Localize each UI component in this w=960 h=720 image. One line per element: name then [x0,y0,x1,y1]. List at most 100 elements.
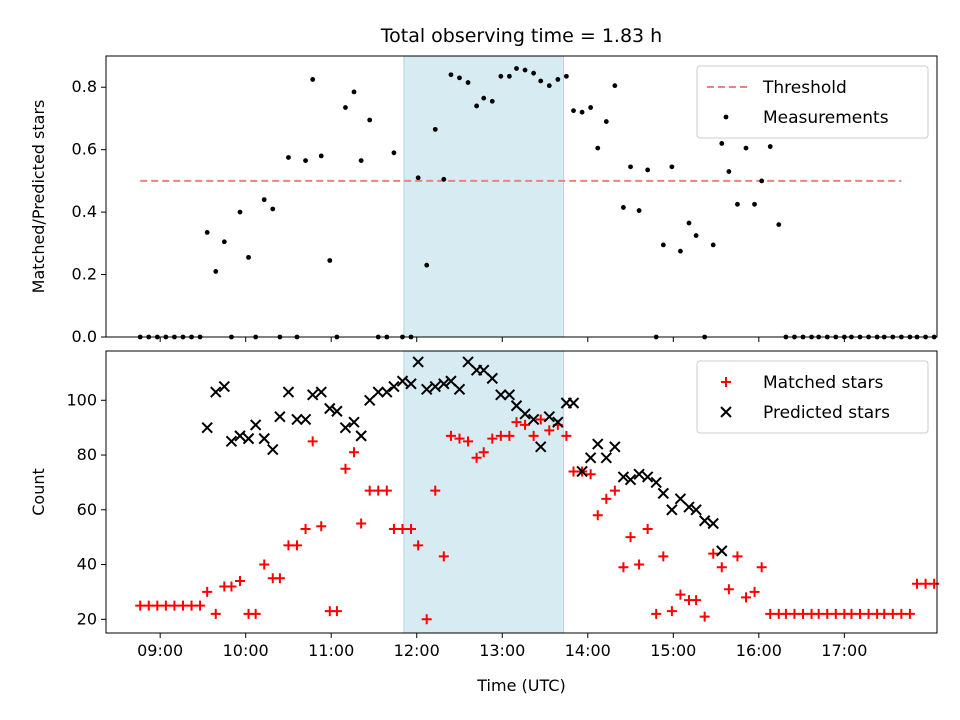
data-point [522,67,528,73]
data-point [286,155,291,160]
data-point [822,608,833,619]
data-point [634,559,645,570]
data-point [210,608,221,619]
data-point [315,386,327,398]
data-point [391,150,397,156]
data-point [535,414,546,425]
data-point [445,430,456,441]
data-point [381,485,392,496]
legend-marker [720,406,732,418]
data-point [316,521,327,532]
data-point [318,153,324,159]
y-tick-label: 100 [66,390,97,409]
legend-marker [721,377,731,387]
data-point [152,600,163,611]
x-tick-label: 13:00 [479,641,525,660]
data-point [912,578,923,589]
data-point [600,452,613,464]
data-point [498,73,504,79]
data-point [388,380,400,393]
data-point [454,433,465,444]
data-point [234,430,246,442]
data-point [421,383,433,396]
data-point [177,600,188,611]
data-point [413,540,424,551]
data-point [749,586,760,597]
x-tick-label: 17:00 [821,641,867,660]
data-point [424,262,430,268]
data-point [210,386,222,398]
data-point [202,586,213,597]
data-point [538,78,544,84]
data-point [561,430,572,441]
data-point [242,432,255,445]
data-point [887,608,898,619]
data-point [617,471,630,483]
data-point [621,205,626,210]
data-point [651,608,662,619]
data-point [274,411,286,423]
axes-frame [105,350,938,634]
data-point [474,103,480,109]
data-point [576,465,588,478]
panel-count: 20 40 60 80 100 09:00 10:00 11:00 12:00 13:00 14:0… [29,350,940,695]
x-tick-label: 11:00 [308,641,354,660]
data-point [339,421,352,434]
data-point [510,400,523,412]
data-point [351,89,357,95]
data-point [438,551,449,562]
data-point [740,592,751,603]
data-point [267,443,279,456]
legend-label: Predicted stars [763,403,890,423]
data-point [237,209,243,215]
data-point [331,606,342,617]
data-point [143,600,154,611]
data-point [478,447,489,458]
data-point [327,258,333,263]
data-point [723,584,734,595]
y-tick-label: 0.4 [72,202,97,221]
data-point [759,178,765,184]
data-point [642,523,653,534]
y-tick-label: 0.2 [72,265,97,284]
data-point [552,416,564,428]
data-point [535,441,547,453]
data-point [486,372,498,385]
x-tick-label: 16:00 [736,641,782,660]
data-point [683,501,695,513]
y-tick-label: 0.0 [72,327,97,346]
data-point [896,608,907,619]
data-point [531,70,537,76]
legend-marker [723,114,729,120]
data-point [592,438,604,450]
data-point [571,108,576,114]
data-point [767,144,773,149]
data-point [579,109,585,115]
data-point [218,380,231,393]
series-matched-stars [135,414,940,625]
data-point [846,608,857,619]
data-point [669,164,675,170]
data-point [686,220,692,226]
x-tick-label: 15:00 [650,641,696,660]
data-point [358,158,364,163]
data-point [388,523,399,534]
data-point [453,383,466,396]
data-point [274,573,285,584]
data-point [609,485,620,496]
data-point [527,413,540,426]
data-point [445,375,457,387]
data-point [657,487,670,500]
data-point [708,548,719,559]
legend-frame [696,65,929,139]
data-point [813,608,824,619]
data-point [691,595,702,606]
data-point [710,242,716,248]
data-point [743,145,749,151]
data-point [430,485,441,496]
data-point [225,435,238,448]
data-point [291,413,303,426]
data-point [675,589,686,600]
chart-root: 0.0 0.2 0.4 0.6 0.8 Total observing time = 1.… [29,25,940,695]
data-point [636,208,642,213]
